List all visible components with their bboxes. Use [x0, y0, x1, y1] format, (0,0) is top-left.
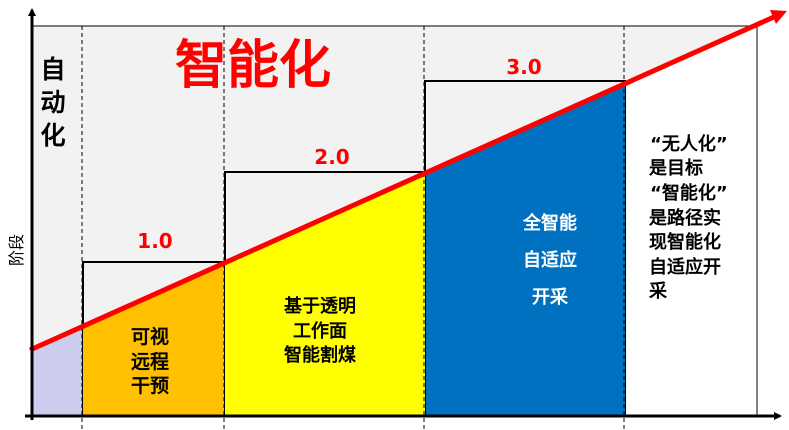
svg-text:自: 自 [40, 55, 65, 84]
stage-2-version: 2.0 [314, 145, 349, 169]
goal-region [625, 24, 757, 416]
svg-text:采: 采 [648, 281, 668, 302]
svg-text:智能割煤: 智能割煤 [284, 344, 356, 366]
automation-fill [33, 326, 82, 416]
intelligence-title: 智能化 [175, 36, 331, 96]
stage-1-version: 1.0 [137, 229, 172, 253]
goal-description: “无人化” 是目标 “智能化” 是路径实 现智能化 自适应开 采 [648, 133, 728, 302]
stage-3-version: 3.0 [506, 55, 541, 79]
stage-dividers [81, 26, 625, 430]
svg-text:自适应开: 自适应开 [649, 256, 721, 278]
svg-text:动: 动 [40, 88, 65, 117]
svg-text:远程: 远程 [131, 351, 169, 373]
stage-1-fill [83, 263, 224, 416]
svg-text:“无人化”: “无人化” [650, 133, 728, 155]
svg-text:自适应: 自适应 [523, 249, 577, 271]
stage-2-fill [225, 173, 425, 416]
stage-1-description: 可视 远程 干预 [131, 325, 169, 397]
automation-label: 自 动 化 [40, 55, 65, 150]
svg-text:可视: 可视 [131, 325, 169, 348]
stage-2-description: 基于透明 工作面 智能割煤 [283, 295, 356, 366]
svg-text:是目标: 是目标 [648, 157, 703, 179]
svg-text:化: 化 [40, 121, 65, 150]
svg-text:全智能: 全智能 [522, 212, 577, 234]
stage-3-description: 全智能 自适应 开采 [522, 212, 577, 308]
trend-arrow-line [28, 14, 777, 353]
svg-text:干预: 干预 [131, 375, 169, 397]
svg-text:是路径实: 是路径实 [648, 207, 721, 229]
stage-3-fill [426, 83, 625, 416]
svg-text:开采: 开采 [532, 287, 569, 308]
trend-arrow-head [770, 10, 787, 24]
svg-text:“智能化”: “智能化” [650, 182, 728, 204]
svg-text:基于透明: 基于透明 [283, 295, 356, 317]
svg-text:现智能化: 现智能化 [649, 231, 721, 253]
svg-text:工作面: 工作面 [293, 320, 347, 342]
y-axis-label: 阶段 [7, 234, 26, 266]
